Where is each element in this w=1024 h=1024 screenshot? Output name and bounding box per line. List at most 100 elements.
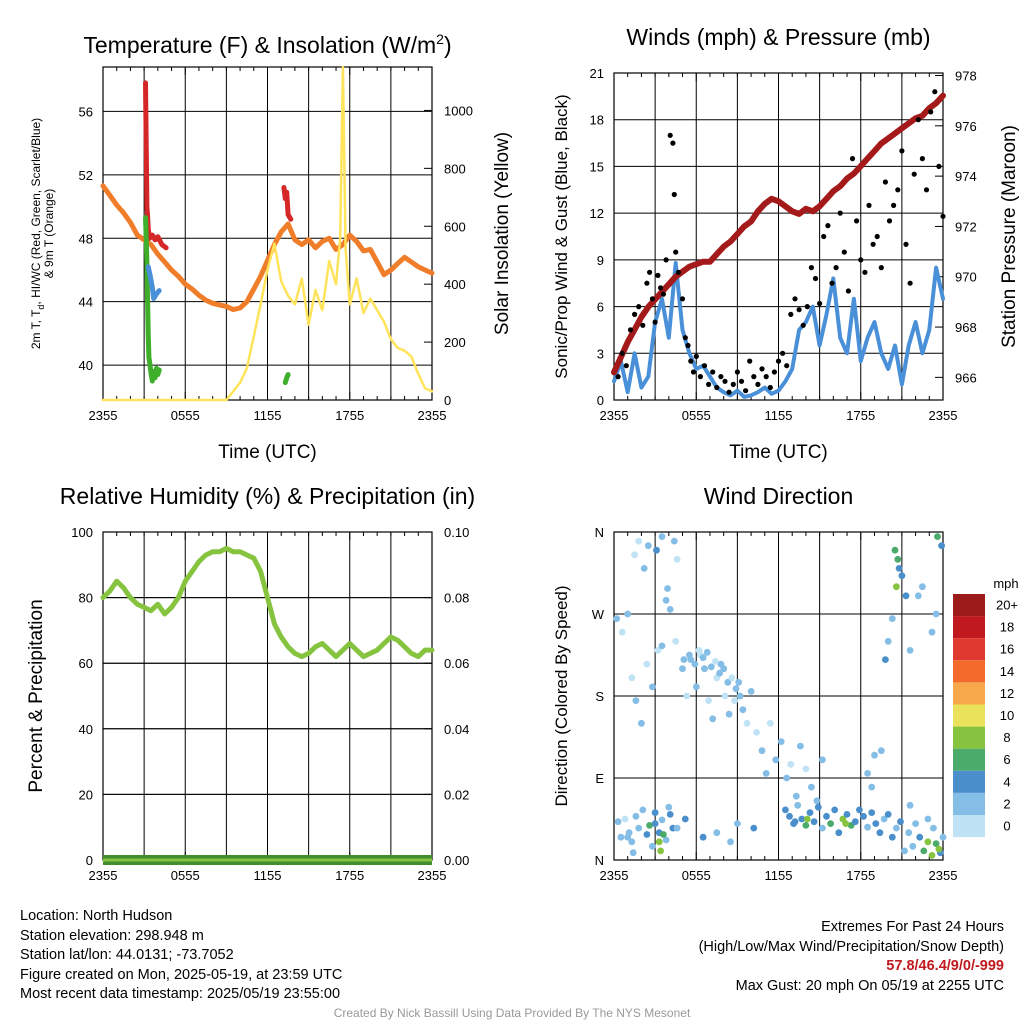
x-tick-label: 2355 <box>600 868 629 883</box>
gust-point <box>878 265 884 271</box>
x-tick-label: 1755 <box>846 408 875 423</box>
colorbar-label: 16 <box>1000 642 1014 657</box>
gust-point <box>726 389 732 395</box>
gust-point <box>751 374 757 380</box>
y-label-part: , HI/WC (Red, Green, Scarlet/Blue) <box>29 118 43 305</box>
colorbar-label: 10 <box>1000 708 1014 723</box>
direction-point <box>649 683 656 691</box>
direction-point <box>747 688 755 695</box>
direction-point <box>851 818 859 826</box>
y-tick-label: 15 <box>590 159 604 174</box>
direction-point <box>707 663 715 671</box>
gust-point <box>673 249 679 255</box>
direction-point <box>842 820 850 827</box>
panel-title: Temperature (F) & Insolation (W/m2) <box>83 31 451 58</box>
direction-point <box>920 847 928 855</box>
gust-point <box>923 187 930 193</box>
y-tick-label: E <box>595 771 604 786</box>
direction-point <box>882 656 889 663</box>
direction-point <box>906 647 914 654</box>
y2-axis-label: Station Pressure (Maroon) <box>999 125 1020 348</box>
direction-point <box>703 648 711 656</box>
gust-point <box>882 179 889 185</box>
gust-point <box>743 388 749 394</box>
x-tick-label: 1755 <box>846 868 875 883</box>
direction-point <box>868 809 876 816</box>
title-sup: 2 <box>436 31 444 47</box>
y-axis-label: Sonic/Prop Wind & Gust (Blue, Black) <box>552 94 571 378</box>
direction-point <box>725 710 733 718</box>
gust-point <box>796 307 802 313</box>
direction-point <box>802 765 810 773</box>
direction-point <box>624 610 632 618</box>
gust-point <box>671 191 677 198</box>
gust-point <box>849 156 856 162</box>
colorbar-swatch <box>953 770 985 793</box>
y-tick-label: 12 <box>590 206 604 221</box>
gust-point <box>747 358 753 364</box>
gust-point <box>763 374 769 380</box>
y2-tick-label: 976 <box>955 119 977 134</box>
gust-point <box>862 269 868 275</box>
direction-point <box>783 774 791 782</box>
gust-point <box>679 296 686 302</box>
colorbar-swatch <box>953 616 985 639</box>
colorbar-swatch <box>953 682 985 705</box>
y-tick-label: N <box>595 525 604 540</box>
direction-point <box>691 660 699 668</box>
direction-point <box>935 845 943 853</box>
y-tick-label: 3 <box>597 346 604 361</box>
gust-point <box>644 280 650 286</box>
y2-tick-label: 0 <box>444 393 451 408</box>
direction-point <box>787 760 795 768</box>
y2-tick-label: 200 <box>444 335 466 350</box>
y-tick-label: W <box>592 607 605 622</box>
direction-point <box>876 829 884 837</box>
x-tick-label: 1155 <box>254 868 282 883</box>
direction-point <box>898 572 906 580</box>
gust-point <box>734 369 741 375</box>
direction-point <box>646 822 653 829</box>
series-line <box>612 261 945 399</box>
direction-point <box>894 555 902 563</box>
direction-point <box>902 592 910 600</box>
y2-tick-label: 400 <box>444 277 466 292</box>
colorbar-swatch <box>953 638 985 661</box>
direction-point <box>791 818 799 826</box>
direction-point <box>813 797 821 805</box>
direction-point <box>672 637 680 645</box>
direction-point <box>939 833 947 841</box>
colorbar-swatch <box>953 792 985 815</box>
gust-point <box>858 257 864 263</box>
direction-point <box>868 783 876 791</box>
gust-point <box>780 350 786 356</box>
direction-point <box>932 610 940 618</box>
colorbar-swatch <box>953 815 985 838</box>
direction-point <box>673 555 681 563</box>
direction-point <box>720 665 728 673</box>
extremes-desc: (High/Low/Max Wind/Precipitation/Snow De… <box>698 938 1004 955</box>
y-label-part: 2m T, T <box>29 309 43 349</box>
direction-point <box>713 829 721 837</box>
direction-point <box>649 842 656 850</box>
direction-point <box>814 803 822 811</box>
panel-winds: 2355 0555 1155 1755 235503691215182196696897… <box>552 24 1020 463</box>
direction-point <box>932 840 940 847</box>
direction-point <box>734 820 741 827</box>
colorbar-swatch <box>953 726 985 749</box>
gust-point <box>825 223 831 229</box>
gust-point <box>788 311 794 317</box>
colorbar: mph 20+ 18 16 14 12 10 8 6 4 2 0 <box>953 576 1019 838</box>
gust-point <box>675 269 682 275</box>
direction-point <box>653 546 660 554</box>
direction-point <box>735 678 743 686</box>
gust-point <box>706 381 712 387</box>
gust-point <box>870 241 876 247</box>
direction-point <box>716 669 723 677</box>
panel-title: Relative Humidity (%) & Precipitation (i… <box>60 483 475 509</box>
station-info: Location: North Hudson Station elevation… <box>20 907 342 1005</box>
y-tick-label: S <box>595 689 604 704</box>
x-tick-label: 1155 <box>765 408 793 423</box>
gust-point <box>903 241 909 247</box>
direction-point <box>644 542 652 550</box>
